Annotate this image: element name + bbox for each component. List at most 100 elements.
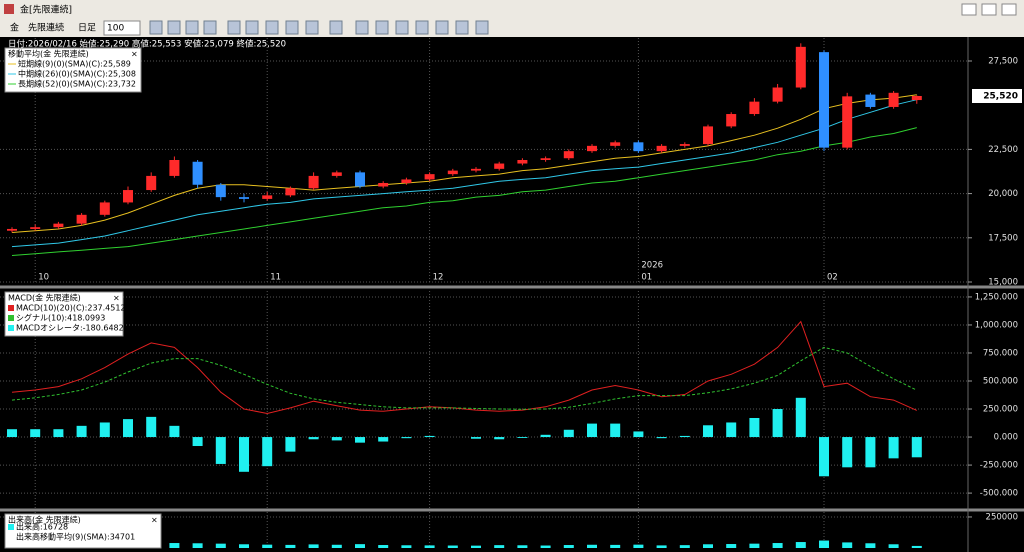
candle-body [517,160,528,164]
histogram-bar [795,397,806,438]
candle-body [378,182,389,187]
contract-label[interactable]: 先限連続 [28,22,64,34]
candle-body [703,126,713,145]
volume-bar [471,545,481,548]
y-tick-label: 1,250.000 [975,292,1018,302]
candle-body [123,190,133,203]
volume-bar [633,544,644,548]
histogram-bar [563,429,574,438]
volume-bar [447,545,458,548]
minimize-button[interactable] [961,3,977,16]
candle-body [587,145,597,152]
toolbar-buttons[interactable] [149,20,489,35]
legend-entry: MACD(10)(20)(C):237.4512 [16,304,126,313]
volume-bar [795,542,806,548]
legend-box [4,513,162,549]
x-tick-label: 02 [827,273,838,283]
volume-bar [749,543,760,548]
histogram-bar [424,435,435,438]
candle-body [726,114,737,127]
candle-body [795,46,806,88]
candle-body [865,94,876,107]
legend-swatch [8,315,14,321]
ohlc-header: 日付:2026/02/16 始値:25,290 高値:25,553 安値:25,… [8,39,286,50]
histogram-bar [215,437,226,464]
volume-bar [772,543,783,548]
maximize-button[interactable] [981,3,997,16]
candle-body [7,228,17,231]
histogram-bar [123,419,133,438]
candle-body [540,158,551,160]
candle-body [842,96,853,148]
volume-bar [610,544,621,548]
candle-body [99,202,110,215]
app-icon [4,4,14,14]
histogram-bar [587,423,597,438]
candle-body [262,195,273,199]
legend-entry: MACDオシレータ:-180.6482 [16,324,124,333]
histogram-bar [726,422,737,438]
histogram-bar [331,437,342,441]
legend-box [4,291,124,337]
title-bar [0,0,1024,18]
volume-bar [819,540,829,548]
candle-body [819,52,829,148]
candle-body [610,142,621,146]
legend-close[interactable]: × [113,294,120,303]
histogram-bar [633,431,644,438]
volume-bar [911,545,922,548]
volume-bar [888,544,899,548]
candle-body [911,95,922,101]
y-tick-label: 20,000 [988,189,1018,199]
x-tick-label: 12 [433,273,444,283]
y-tick-label: 15,000 [988,278,1018,288]
volume-bar [192,543,203,548]
y-tick-label: -250.000 [980,461,1018,471]
legend-entry: 短期線(9)(0)(SMA)(C):25,589 [18,59,131,69]
candle-body [308,175,319,189]
legend-title: 出来高(金 先限連続) [8,515,81,525]
legend: 移動平均(金 先限連続) ×短期線(9)(0)(SMA)(C):25,589中期線… [4,47,142,93]
y-tick-label: 1,000.000 [975,320,1018,330]
volume-bar [424,545,435,548]
legend-close[interactable]: × [131,50,138,59]
chart-area [0,37,1024,552]
volume-bar [656,545,667,548]
candle-body [749,101,760,115]
volume-bar [331,544,342,548]
volume-bar [842,542,853,548]
volume-bar [215,543,226,548]
volume-bar [378,545,389,548]
window-title: 金[先限連続] [20,4,72,16]
last-price-label: 25,520 [983,91,1018,101]
count-box[interactable] [103,20,141,36]
y-tick-label: 250000 [986,512,1018,522]
histogram-bar [679,435,690,438]
x-tick-label: 10 [38,273,49,283]
ma-line [11,127,917,256]
histogram-bar [192,437,203,447]
legend-entry: 出来高移動平均(9)(SMA):34701 [16,532,135,542]
histogram-bar [76,425,87,438]
histogram-bar [494,437,505,440]
y-tick-label: 17,500 [988,233,1018,243]
close-button[interactable] [1001,3,1017,16]
count-value[interactable]: 100 [107,24,124,34]
volume-bar [169,543,180,548]
x-tick-label: 11 [270,273,281,283]
histogram-bar [610,423,621,438]
candle-body [239,197,249,199]
legend: 出来高(金 先限連続) × 出来高:16728出来高移動平均(9)(SMA):347… [4,513,162,549]
histogram-bar [355,437,365,443]
period-select[interactable]: 日足 [78,23,96,34]
volume-bar [355,544,365,548]
histogram-bar [656,437,667,439]
volume-bar [262,544,273,548]
legend-entry: 長期線(52)(0)(SMA)(C):23,732 [18,79,136,89]
candle-body [192,161,203,185]
legend-close[interactable]: × [151,516,158,525]
last-price-box [972,88,1022,103]
candle-body [331,172,342,176]
legend-entry: 中期線(26)(0)(SMA)(C):25,308 [18,69,136,79]
